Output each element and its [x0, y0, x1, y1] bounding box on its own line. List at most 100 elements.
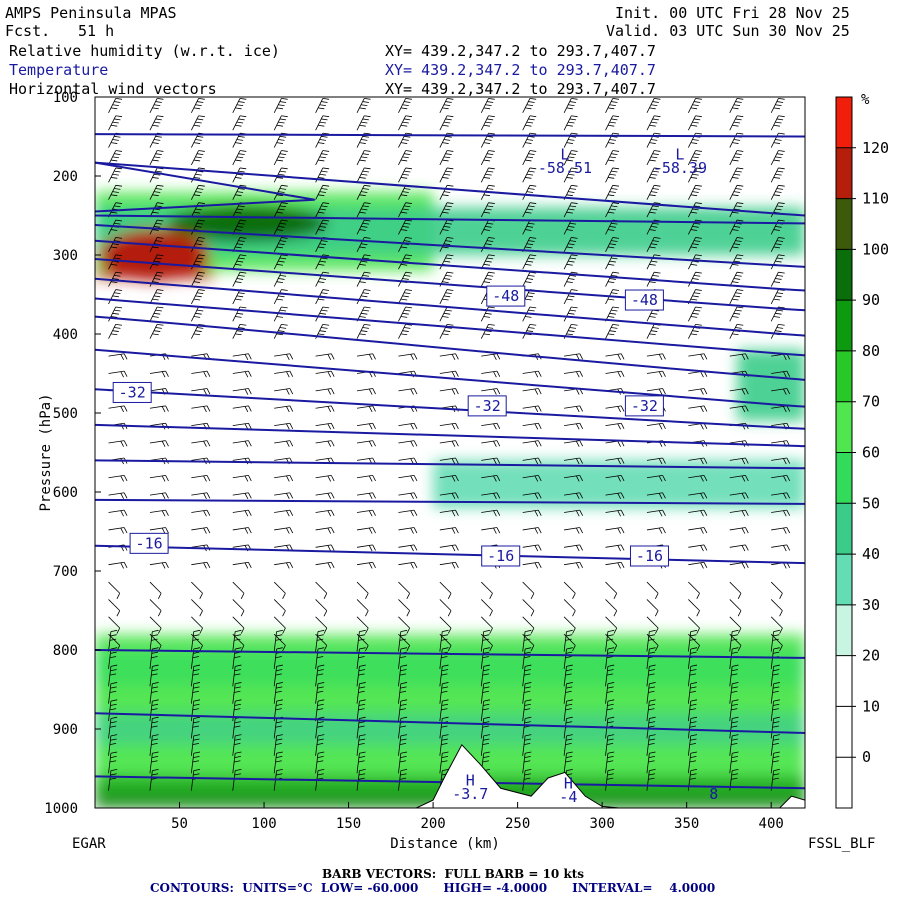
wind-barb	[108, 664, 118, 687]
wind-barb	[687, 237, 702, 253]
barb-feather	[151, 673, 158, 676]
wind-barb	[356, 527, 376, 534]
barb-feather	[400, 686, 407, 689]
barb-feather	[235, 682, 242, 685]
wind-barb	[522, 647, 532, 670]
barb-feather	[783, 510, 787, 517]
barb-feather	[530, 610, 535, 617]
wind-barb	[563, 150, 578, 166]
barb-feather	[372, 405, 376, 412]
barb-feather	[234, 773, 241, 776]
barb-feather	[358, 773, 366, 776]
wind-barb	[522, 561, 542, 569]
wind-barb	[232, 98, 247, 113]
wind-barb	[729, 492, 749, 500]
extrema-label: -3.7	[452, 785, 488, 803]
barb-shaft	[232, 666, 236, 687]
barb-feather	[442, 194, 449, 197]
wind-barb	[190, 716, 201, 739]
barb-feather	[317, 734, 325, 737]
barb-feather	[772, 725, 779, 728]
barb-feather	[443, 104, 451, 107]
barb-feather	[496, 457, 501, 464]
wind-barb	[770, 616, 783, 634]
wind-barb	[439, 370, 459, 378]
barb-shaft	[190, 289, 199, 305]
barb-shaft	[190, 306, 199, 322]
wind-barb	[356, 699, 366, 722]
barb-shaft	[605, 185, 614, 200]
barb-feather	[198, 167, 205, 170]
barb-feather	[155, 188, 162, 190]
barb-feather	[193, 686, 200, 689]
barb-shaft	[687, 167, 696, 183]
barb-feather	[775, 208, 782, 211]
barb-feather	[153, 278, 161, 280]
barb-shaft	[439, 167, 448, 183]
barb-feather	[569, 240, 577, 242]
barb-feather	[368, 406, 373, 413]
barb-feather	[572, 627, 576, 634]
barb-feather	[496, 492, 501, 499]
barb-feather	[364, 132, 371, 135]
wind-barb	[149, 440, 169, 447]
barb-shaft	[190, 185, 199, 200]
barb-feather	[737, 627, 742, 634]
barb-feather	[745, 388, 749, 395]
barb-shaft	[688, 581, 700, 594]
wind-barb	[273, 599, 286, 617]
barb-feather	[203, 527, 207, 534]
barb-feather	[529, 167, 537, 170]
barb-feather	[736, 237, 744, 239]
colorbar-label: 80	[862, 342, 880, 360]
barb-feather	[317, 177, 325, 179]
wind-barb	[522, 254, 537, 270]
barb-feather	[654, 610, 659, 617]
barb-feather	[649, 281, 656, 283]
barb-feather	[281, 167, 288, 170]
barb-feather	[399, 638, 407, 641]
barb-feather	[115, 202, 123, 204]
wind-barb	[522, 150, 537, 166]
wind-barb	[315, 202, 330, 218]
barb-shaft	[190, 770, 195, 791]
barb-feather	[199, 593, 203, 600]
barb-footer: BARB VECTORS: FULL BARB = 10 kts	[322, 867, 585, 881]
isotherm-label-box	[467, 395, 507, 417]
barb-shaft	[108, 306, 117, 322]
wind-barb	[398, 167, 412, 183]
barb-feather	[236, 139, 244, 141]
barb-feather	[152, 333, 159, 336]
barb-feather	[690, 333, 698, 336]
barb-feather	[234, 738, 241, 741]
barb-feather	[731, 773, 738, 776]
barb-feather	[652, 222, 659, 225]
barb-feather	[483, 647, 490, 650]
barb-feather	[359, 229, 366, 231]
barb-feather	[443, 121, 451, 124]
barb-feather	[565, 690, 572, 693]
isotherm-label-text: -32	[631, 397, 658, 415]
wind-barb	[232, 323, 247, 339]
wind-barb	[563, 751, 573, 774]
y-tick-label: 300	[53, 248, 78, 264]
barb-feather	[528, 118, 535, 121]
barb-feather	[732, 647, 739, 650]
wind-barb	[687, 716, 698, 739]
barb-feather	[151, 725, 158, 728]
barb-shaft	[481, 457, 498, 461]
barb-feather	[783, 371, 787, 378]
barb-feather	[732, 298, 739, 301]
barb-shaft	[522, 422, 539, 427]
barb-feather	[690, 669, 697, 672]
barb-feather	[609, 312, 616, 315]
wind-barb	[480, 629, 490, 652]
barb-feather	[410, 527, 414, 534]
barb-feather	[690, 699, 698, 702]
barb-feather	[248, 370, 252, 377]
barb-feather	[193, 651, 200, 654]
barb-feather	[703, 544, 708, 551]
barb-feather	[322, 115, 330, 118]
wind-barb	[522, 98, 537, 113]
wind-barb	[646, 751, 656, 774]
